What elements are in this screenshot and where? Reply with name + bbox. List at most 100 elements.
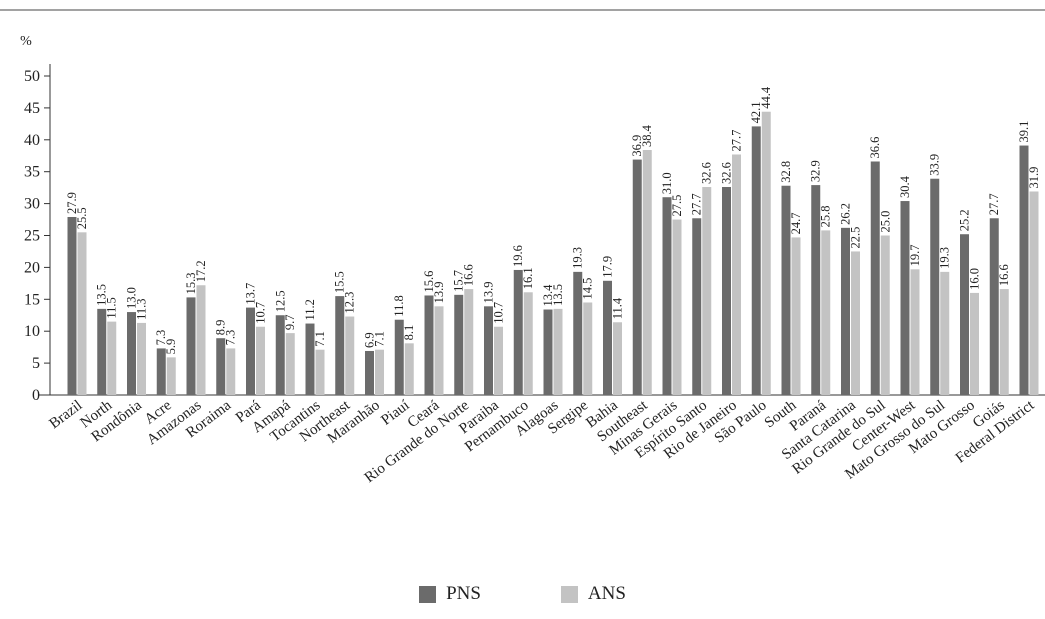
bar-pns bbox=[484, 306, 493, 395]
bar-ans bbox=[1029, 191, 1039, 395]
data-label-ans: 13.9 bbox=[432, 281, 446, 303]
x-category-label: Brazil bbox=[47, 397, 86, 432]
y-tick-label: 0 bbox=[32, 387, 40, 404]
y-tick-label: 35 bbox=[24, 164, 40, 181]
data-label-ans: 19.7 bbox=[908, 244, 922, 266]
data-label-ans: 16.6 bbox=[462, 264, 476, 286]
data-label-ans: 16.6 bbox=[997, 264, 1011, 286]
bar-ans bbox=[434, 306, 444, 395]
bar-ans bbox=[613, 322, 622, 395]
bar-pns bbox=[722, 187, 731, 395]
bar-ans bbox=[256, 326, 265, 395]
bar-pns bbox=[811, 185, 821, 395]
bar-pns bbox=[216, 338, 226, 395]
data-label-pns: 36.9 bbox=[630, 135, 644, 157]
data-label-pns: 32.6 bbox=[720, 162, 734, 184]
data-label-pns: 27.7 bbox=[690, 193, 704, 215]
data-label-ans: 7.3 bbox=[224, 330, 238, 346]
y-tick-label: 10 bbox=[24, 323, 40, 340]
data-label-ans: 11.4 bbox=[611, 297, 625, 319]
data-label-pns: 31.0 bbox=[660, 172, 674, 194]
bar-pns bbox=[424, 295, 434, 395]
bar-ans bbox=[553, 308, 563, 395]
bar-pns bbox=[989, 218, 999, 395]
legend-item-pns: PNS bbox=[419, 583, 481, 605]
bar-pns bbox=[781, 185, 791, 395]
bar-ans bbox=[285, 333, 295, 395]
data-label-pns: 27.9 bbox=[65, 192, 79, 214]
bar-pns bbox=[603, 280, 612, 395]
x-category-label: Piauí bbox=[378, 397, 412, 428]
data-label-ans: 9.7 bbox=[283, 314, 297, 330]
data-label-pns: 30.4 bbox=[898, 175, 912, 198]
bar-pns bbox=[960, 234, 969, 395]
data-label-pns: 13.4 bbox=[541, 284, 555, 307]
bar-ans bbox=[196, 285, 206, 395]
bar-pns bbox=[127, 312, 136, 395]
bar-ans bbox=[821, 230, 831, 395]
x-axis-category-labels: BrazilNorthRondôniaAcreAmazonasRoraimaPa… bbox=[47, 397, 1039, 486]
data-label-pns: 36.6 bbox=[868, 137, 882, 159]
data-label-pns: 15.3 bbox=[184, 273, 198, 295]
data-label-ans: 19.3 bbox=[938, 247, 952, 269]
data-label-ans: 27.7 bbox=[730, 130, 744, 152]
data-label-pns: 11.2 bbox=[303, 299, 317, 320]
bar-ans bbox=[375, 349, 384, 395]
data-label-ans: 27.5 bbox=[670, 195, 684, 217]
y-axis-unit-label: % bbox=[20, 34, 32, 49]
data-label-ans: 38.4 bbox=[640, 124, 654, 147]
bar-ans bbox=[940, 271, 950, 395]
bar-pns bbox=[841, 227, 850, 395]
bar-pns bbox=[513, 269, 523, 395]
bar-ans bbox=[137, 322, 146, 395]
y-tick-label: 25 bbox=[24, 228, 40, 245]
bar-ans bbox=[404, 343, 414, 395]
data-label-ans: 32.6 bbox=[700, 162, 714, 184]
data-label-pns: 17.9 bbox=[601, 256, 615, 278]
data-label-ans: 12.3 bbox=[343, 292, 357, 314]
bar-pns bbox=[365, 350, 374, 395]
bar-ans bbox=[642, 150, 652, 395]
legend-item-ans: ANS bbox=[560, 583, 626, 605]
y-tick-label: 45 bbox=[24, 100, 40, 117]
data-label-ans: 31.9 bbox=[1027, 167, 1041, 189]
data-label-pns: 27.7 bbox=[987, 193, 1001, 215]
bar-pns bbox=[930, 178, 940, 395]
bar-ans bbox=[880, 235, 890, 395]
bar-ans bbox=[732, 154, 741, 395]
bar-pns bbox=[573, 271, 583, 395]
data-label-pns: 15.6 bbox=[422, 271, 436, 293]
data-label-ans: 13.5 bbox=[551, 284, 565, 306]
data-label-pns: 7.3 bbox=[154, 330, 168, 346]
y-tick-label: 30 bbox=[24, 196, 40, 213]
data-labels-group: 27.925.513.511.5 13.011.37.35.915.317.28.… bbox=[65, 86, 1041, 354]
bar-pns bbox=[305, 323, 315, 395]
bar-pns bbox=[246, 307, 255, 395]
data-label-ans: 44.4 bbox=[759, 86, 773, 109]
bar-pns bbox=[692, 218, 702, 395]
bar-ans bbox=[910, 269, 920, 395]
data-label-ans: 17.2 bbox=[194, 260, 208, 282]
data-label-pns: 11.8 bbox=[392, 295, 406, 316]
y-tick-label: 50 bbox=[24, 68, 40, 85]
data-label-pns: 26.2 bbox=[839, 203, 853, 225]
data-label-pns: 13.9 bbox=[482, 281, 496, 303]
data-label-ans: 25.5 bbox=[75, 207, 89, 229]
data-label-pns: 39.1 bbox=[1017, 121, 1031, 143]
data-label-pns: 12.5 bbox=[273, 290, 287, 312]
bar-pns bbox=[662, 197, 672, 395]
bar-pns bbox=[543, 309, 553, 395]
bar-ans bbox=[77, 232, 87, 395]
bar-ans bbox=[464, 289, 474, 395]
data-label-ans: 8.1 bbox=[402, 325, 416, 341]
data-label-pns: 13.5 bbox=[95, 284, 109, 306]
data-label-ans: 10.7 bbox=[492, 302, 506, 324]
data-label-ans: 11.5 bbox=[105, 297, 119, 318]
bar-ans bbox=[107, 321, 117, 395]
y-tick-label: 20 bbox=[24, 259, 40, 276]
bar-ans bbox=[583, 302, 593, 395]
bar-ans bbox=[970, 292, 979, 395]
data-label-pns: 6.9 bbox=[363, 332, 377, 348]
data-label-ans: 16.1 bbox=[521, 267, 535, 289]
bar-pns bbox=[275, 315, 285, 395]
